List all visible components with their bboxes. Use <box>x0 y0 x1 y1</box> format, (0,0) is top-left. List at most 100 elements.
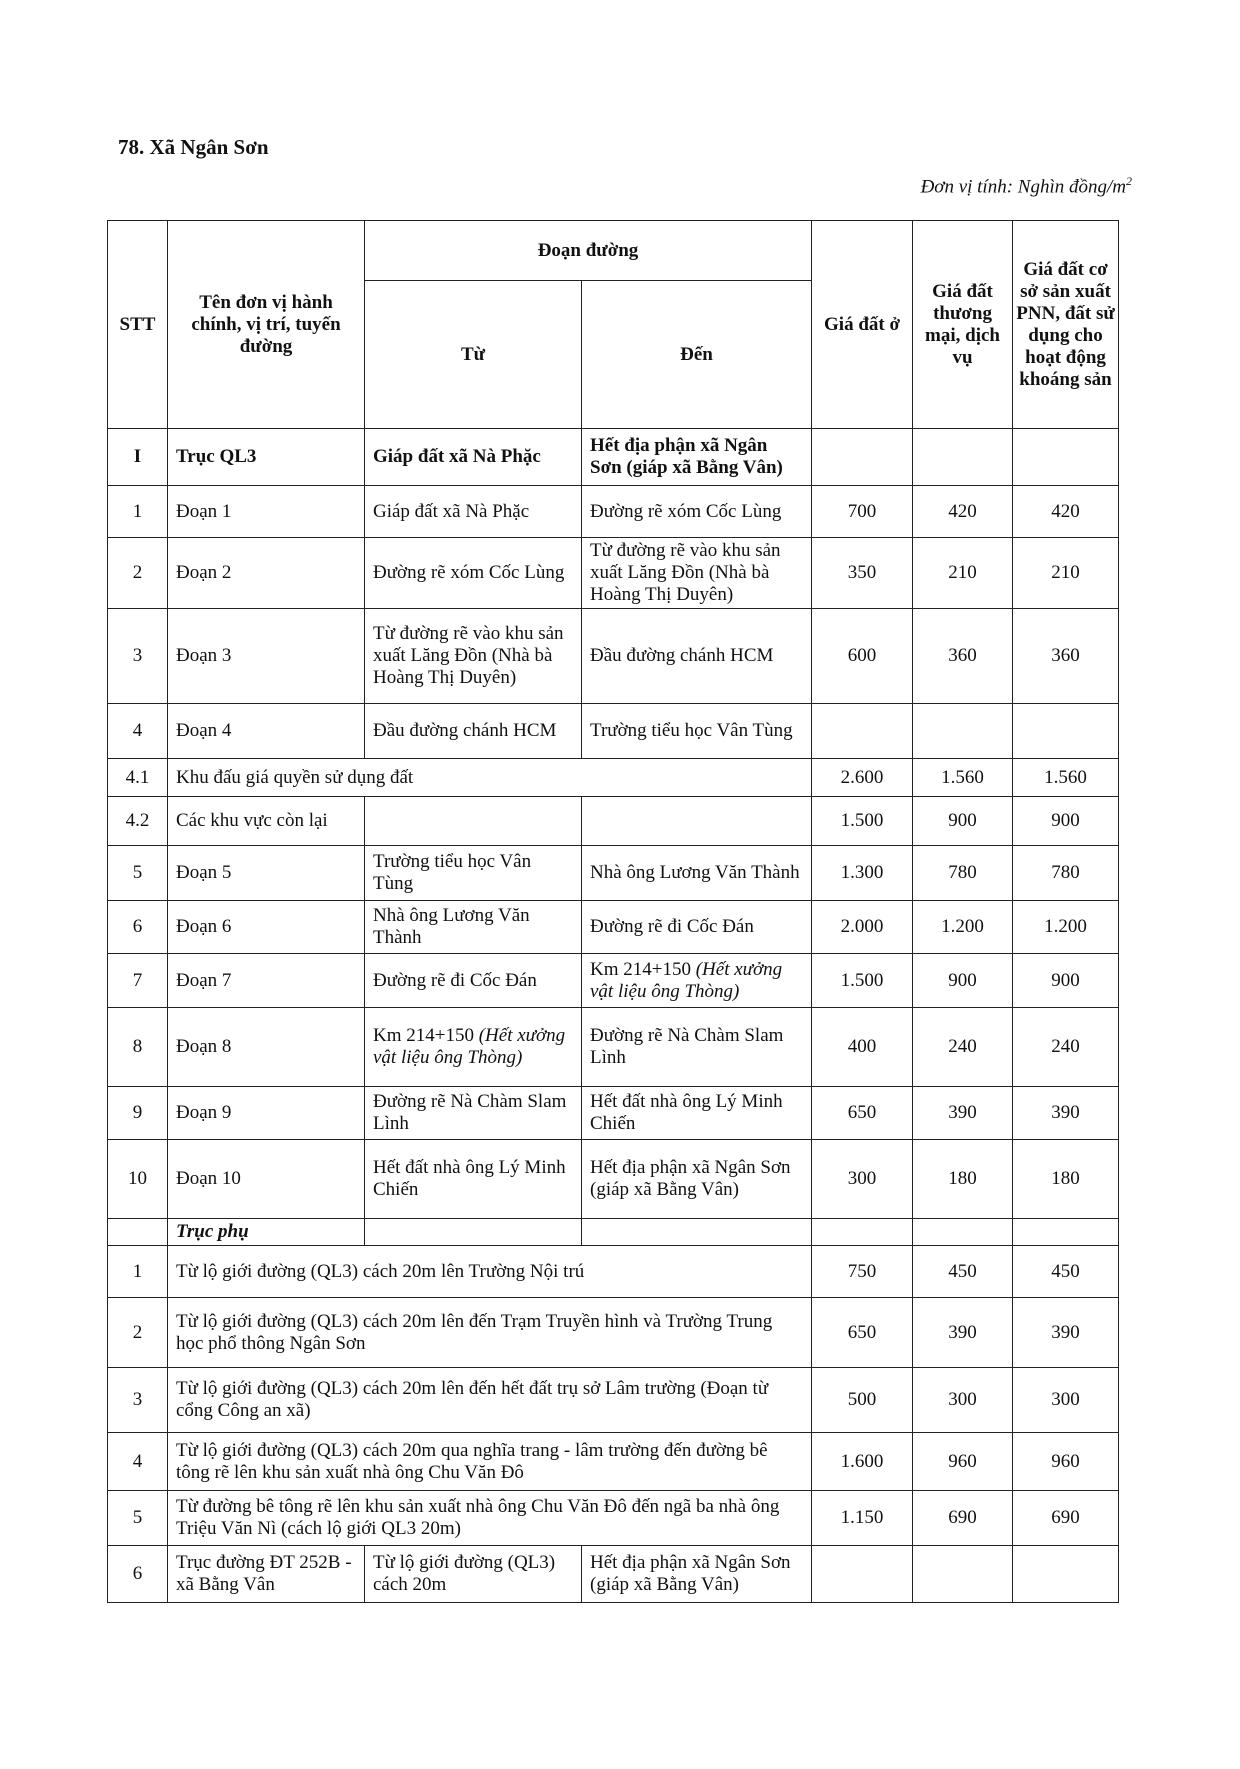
name-cell-text: Đoạn 3 <box>176 645 232 666</box>
production-price-cell-text: 900 <box>1051 810 1080 831</box>
name-cell: Trục đường ĐT 252B - xã Bằng Vân <box>167 1545 365 1603</box>
table-row: 8 Đoạn 8 Km 214+150 (Hết xưởng vật liệu ôn… <box>107 1007 1120 1087</box>
name-cell-text: Đoạn 6 <box>176 916 232 937</box>
from-cell: Đường rẽ đi Cốc Đán <box>364 953 582 1008</box>
name-cell: Trục QL3 <box>167 428 365 486</box>
to-cell: Từ đường rẽ vào khu sản xuất Lăng Đồn (N… <box>580 537 813 609</box>
stt-cell: 8 <box>107 1007 168 1087</box>
stt-cell-text: 3 <box>132 1389 143 1410</box>
residential-price-cell: 1.600 <box>811 1432 914 1491</box>
table-row: 6 Đoạn 6 Nhà ông Lương Văn Thành Đường rẽ đ… <box>107 900 1120 954</box>
table-row: 3 Từ lộ giới đường (QL3) cách 20m lên đến… <box>107 1367 1120 1433</box>
stt-cell-text: 5 <box>132 1507 143 1528</box>
header-to: Đến <box>580 280 813 429</box>
production-price-cell: 300 <box>1012 1367 1120 1433</box>
to-cell <box>580 796 813 846</box>
to-cell: Đầu đường chánh HCM <box>580 608 813 704</box>
from-cell-text: Đường rẽ Nà Chàm Slam Lình <box>373 1091 567 1134</box>
name-cell: Đoạn 6 <box>167 900 365 954</box>
table-row: 2 Đoạn 2 Đường rẽ xóm Cốc Lùng Từ đường rẽ … <box>107 537 1120 609</box>
residential-price-cell-text: 1.150 <box>840 1507 884 1528</box>
stt-cell: 6 <box>107 900 168 954</box>
to-cell-text: Đường rẽ đi Cốc Đán <box>590 916 754 937</box>
unit-superscript: 2 <box>1126 174 1132 188</box>
residential-price-cell: 650 <box>811 1297 914 1368</box>
table-row: 1 Đoạn 1 Giáp đất xã Nà Phặc Đường rẽ xóm C… <box>107 485 1120 538</box>
from-cell: Nhà ông Lương Văn Thành <box>364 900 582 954</box>
name-cell-text: Khu đấu giá quyền sử dụng đất <box>176 766 414 788</box>
name-cell-text: Trục phụ <box>176 1221 249 1242</box>
commercial-price-cell <box>912 1218 1014 1246</box>
production-price-cell-text: 1.200 <box>1044 916 1087 937</box>
table-row: 3 Đoạn 3 Từ đường rẽ vào khu sản xuất Lăng… <box>107 608 1120 704</box>
stt-cell-text: 8 <box>132 1036 143 1057</box>
stt-cell: 1 <box>107 1245 168 1298</box>
table-row: 6 Trục đường ĐT 252B - xã Bằng Vân Từ lộ g… <box>107 1545 1120 1603</box>
commercial-price-cell <box>912 703 1014 759</box>
to-cell-text: Hết địa phận xã Ngân Sơn (giáp xã Bằng V… <box>590 1157 791 1200</box>
name-cell-text: Đoạn 1 <box>176 500 232 522</box>
residential-price-cell: 400 <box>811 1007 914 1087</box>
unit-text: Đơn vị tính: Nghìn đồng/m <box>920 176 1126 198</box>
stt-cell-text: 7 <box>132 969 143 991</box>
from-cell-text: Trường tiểu học Vân Tùng <box>373 851 532 894</box>
production-price-cell: 240 <box>1012 1007 1120 1087</box>
commercial-price-cell: 1.560 <box>912 758 1014 797</box>
stt-cell-text: 4 <box>132 720 143 741</box>
from-cell-text: Giáp đất xã Nà Phặc <box>373 500 530 522</box>
commercial-price-cell <box>912 1545 1014 1603</box>
to-cell: Hết địa phận xã Ngân Sơn (giáp xã Bằng V… <box>580 1139 813 1219</box>
to-cell-text: Đường rẽ xóm Cốc Lùng <box>590 500 782 522</box>
name-cell-text: Đoạn 9 <box>176 1102 232 1123</box>
name-cell: Đoạn 5 <box>167 845 365 901</box>
name-cell: Từ lộ giới đường (QL3) cách 20m lên Trườ… <box>166 1245 813 1298</box>
name-cell-text: Từ lộ giới đường (QL3) cách 20m lên đến … <box>176 1378 769 1421</box>
production-price-cell: 1.200 <box>1012 900 1120 954</box>
stt-cell-text: 10 <box>128 1168 147 1189</box>
table-row: 4 Đoạn 4 Đầu đường chánh HCM Trường tiểu họ… <box>107 703 1120 759</box>
unit-note: Đơn vị tính: Nghìn đồng/m2 <box>921 174 1132 198</box>
name-cell-text: Đoạn 7 <box>176 969 232 991</box>
name-cell: Đoạn 4 <box>167 703 365 759</box>
production-price-cell-text: 690 <box>1051 1507 1080 1528</box>
name-cell: Đoạn 8 <box>167 1007 365 1087</box>
stt-cell: 4 <box>107 1432 168 1491</box>
from-cell: Đường rẽ Nà Chàm Slam Lình <box>364 1086 582 1140</box>
name-cell: Đoạn 2 <box>167 537 365 609</box>
to-cell-text: Từ đường rẽ vào khu sản xuất Lăng Đồn (N… <box>590 540 781 605</box>
stt-cell: 2 <box>107 1297 168 1368</box>
residential-price-cell: 1.300 <box>811 845 914 901</box>
production-price-cell-text: 210 <box>1051 562 1080 583</box>
table-row: 7 Đoạn 7 Đường rẽ đi Cốc Đán Km 214+150 (Hế… <box>107 953 1120 1008</box>
table-row: 5 Đoạn 5 Trường tiểu học Vân Tùng Nhà ông L… <box>107 845 1120 901</box>
commercial-price-cell-text: 390 <box>948 1321 977 1343</box>
stt-cell: 3 <box>107 608 168 704</box>
from-cell: Từ đường rẽ vào khu sản xuất Lăng Đồn (N… <box>364 608 582 704</box>
section-title: 78. Xã Ngân Sơn <box>118 135 269 159</box>
to-cell: Đường rẽ xóm Cốc Lùng <box>580 485 813 538</box>
from-cell: Đường rẽ xóm Cốc Lùng <box>364 537 582 609</box>
stt-cell-text: 2 <box>132 562 143 583</box>
production-price-cell-text: 960 <box>1051 1450 1080 1472</box>
land-price-table: STT Tên đơn vị hành chính, vị trí, tuyến… <box>107 220 1120 1603</box>
to-cell: Hết địa phận xã Ngân Sơn (giáp xã Bằng V… <box>580 428 813 486</box>
commercial-price-cell-text: 900 <box>948 810 977 831</box>
stt-cell-text: 4.1 <box>125 766 150 788</box>
from-cell-text: Đầu đường chánh HCM <box>373 720 557 741</box>
name-cell-text: Trục đường ĐT 252B - xã Bằng Vân <box>176 1552 352 1595</box>
from-cell-text: Hết đất nhà ông Lý Minh Chiến <box>373 1157 566 1200</box>
residential-price-cell: 600 <box>811 608 914 704</box>
stt-cell: 2 <box>107 537 168 609</box>
production-price-cell-text: 300 <box>1051 1389 1080 1410</box>
to-cell: Đường rẽ đi Cốc Đán <box>580 900 813 954</box>
from-cell-text: Đường rẽ xóm Cốc Lùng <box>373 562 565 583</box>
commercial-price-cell-text: 1.200 <box>941 916 984 937</box>
residential-price-cell: 2.600 <box>811 758 914 797</box>
residential-price-cell-text: 300 <box>847 1168 877 1189</box>
header-stt: STT <box>107 220 168 429</box>
name-cell-text: Từ lộ giới đường (QL3) cách 20m lên Trườ… <box>176 1260 585 1282</box>
name-cell: Từ đường bê tông rẽ lên khu sản xuất nhà… <box>166 1490 813 1546</box>
header-residential-price: Giá đất ở <box>811 220 914 429</box>
to-cell-text: Hết địa phận xã Ngân Sơn (giáp xã Bằng V… <box>590 435 783 478</box>
residential-price-cell-text: 400 <box>847 1036 877 1057</box>
